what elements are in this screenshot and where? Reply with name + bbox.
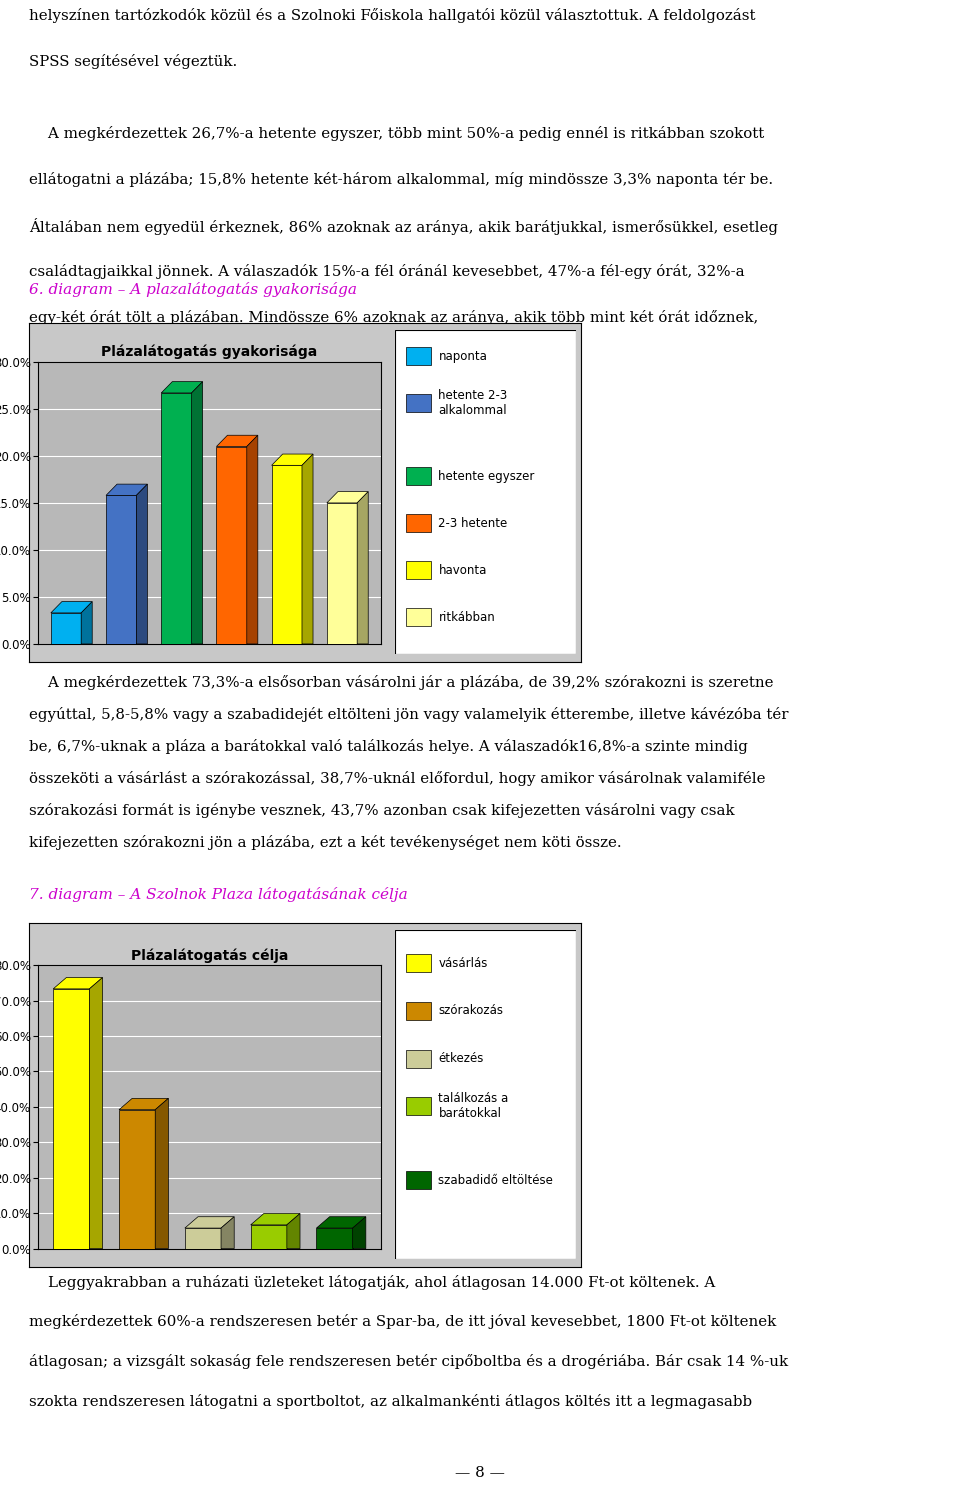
Polygon shape bbox=[106, 484, 148, 496]
Polygon shape bbox=[352, 1217, 366, 1249]
FancyBboxPatch shape bbox=[406, 561, 431, 579]
Polygon shape bbox=[247, 436, 258, 644]
Text: 7. diagram – A Szolnok Plaza látogatásának célja: 7. diagram – A Szolnok Plaza látogatásán… bbox=[29, 887, 408, 902]
Text: étkezés: étkezés bbox=[439, 1053, 484, 1065]
Text: szórakozási formát is igénybe vesznek, 43,7% azonban csak kifejezetten vásárolni: szórakozási formát is igénybe vesznek, 4… bbox=[29, 802, 734, 817]
Polygon shape bbox=[119, 1098, 168, 1110]
Text: hetente 2-3
alkalommal: hetente 2-3 alkalommal bbox=[439, 389, 508, 418]
Bar bbox=[317, 1228, 352, 1249]
Text: találkozás a
barátokkal: találkozás a barátokkal bbox=[439, 1092, 509, 1120]
Text: 6. diagram – A plazalátogatás gyakorisága: 6. diagram – A plazalátogatás gyakoriság… bbox=[29, 282, 357, 297]
Text: SPSS segítésével végeztük.: SPSS segítésével végeztük. bbox=[29, 54, 237, 69]
Text: A megkérdezettek 26,7%-a hetente egyszer, több mint 50%-a pedig ennél is ritkább: A megkérdezettek 26,7%-a hetente egyszer… bbox=[29, 125, 764, 140]
Text: szabadidő eltöltése: szabadidő eltöltése bbox=[439, 1173, 553, 1187]
Bar bbox=[326, 504, 357, 644]
Bar bbox=[53, 989, 89, 1249]
Polygon shape bbox=[251, 1214, 300, 1224]
Text: hetente egyszer: hetente egyszer bbox=[439, 469, 535, 483]
Text: átlagosan; a vizsgált sokaság fele rendszeresen betér cipőboltba és a drogériába: átlagosan; a vizsgált sokaság fele rends… bbox=[29, 1354, 788, 1369]
FancyBboxPatch shape bbox=[406, 1001, 431, 1019]
Polygon shape bbox=[317, 1217, 366, 1228]
Polygon shape bbox=[192, 382, 203, 644]
Text: Leggyakrabban a ruházati üzleteket látogatják, ahol átlagosan 14.000 Ft-ot költe: Leggyakrabban a ruházati üzleteket látog… bbox=[29, 1274, 715, 1289]
Text: be, 6,7%-uknak a pláza a barátokkal való találkozás helye. A válaszadók16,8%-a s: be, 6,7%-uknak a pláza a barátokkal való… bbox=[29, 739, 748, 754]
Text: vásárlás: vásárlás bbox=[439, 956, 488, 970]
Text: ennek többek közt az is oka, hogy ők általában csak a moziba térnek be.: ennek többek közt az is oka, hogy ők ált… bbox=[29, 356, 580, 371]
Bar bbox=[216, 446, 247, 644]
Bar bbox=[161, 394, 192, 644]
Polygon shape bbox=[287, 1214, 300, 1249]
Bar bbox=[185, 1228, 221, 1249]
Title: Plázalátogatás célja: Plázalátogatás célja bbox=[131, 949, 288, 962]
Text: egy-két órát tölt a plázában. Mindössze 6% azoknak az aránya, akik több mint két: egy-két órát tölt a plázában. Mindössze … bbox=[29, 311, 758, 326]
Polygon shape bbox=[272, 454, 313, 466]
Bar bbox=[119, 1110, 156, 1249]
Text: havonta: havonta bbox=[439, 564, 487, 576]
FancyBboxPatch shape bbox=[406, 1172, 431, 1190]
FancyBboxPatch shape bbox=[406, 955, 431, 973]
FancyBboxPatch shape bbox=[396, 330, 576, 654]
Polygon shape bbox=[216, 436, 258, 446]
Polygon shape bbox=[326, 492, 369, 504]
Polygon shape bbox=[357, 492, 369, 644]
FancyBboxPatch shape bbox=[406, 394, 431, 412]
FancyBboxPatch shape bbox=[406, 608, 431, 626]
Text: családtagjaikkal jönnek. A válaszadók 15%-a fél óránál kevesebbet, 47%-a fél-egy: családtagjaikkal jönnek. A válaszadók 15… bbox=[29, 264, 744, 279]
Text: A megkérdezettek 73,3%-a elsősorban vásárolni jár a plázába, de 39,2% szórakozni: A megkérdezettek 73,3%-a elsősorban vásá… bbox=[29, 676, 774, 691]
Text: ritkábban: ritkábban bbox=[439, 611, 495, 624]
Text: Általában nem egyedül érkeznek, 86% azoknak az aránya, akik barátjukkal, ismerős: Általában nem egyedül érkeznek, 86% azok… bbox=[29, 219, 778, 235]
Bar bbox=[106, 496, 136, 644]
FancyBboxPatch shape bbox=[406, 1098, 431, 1116]
FancyBboxPatch shape bbox=[406, 347, 431, 365]
Polygon shape bbox=[89, 977, 103, 1249]
Polygon shape bbox=[82, 602, 92, 644]
Bar bbox=[251, 1224, 287, 1249]
Polygon shape bbox=[302, 454, 313, 644]
FancyBboxPatch shape bbox=[406, 1050, 431, 1068]
Polygon shape bbox=[221, 1217, 234, 1249]
Text: összeköti a vásárlást a szórakozással, 38,7%-uknál előfordul, hogy amikor vásáro: összeköti a vásárlást a szórakozással, 3… bbox=[29, 771, 765, 786]
Text: szokta rendszeresen látogatni a sportboltot, az alkalmankénti átlagos költés itt: szokta rendszeresen látogatni a sportbol… bbox=[29, 1393, 752, 1408]
Text: naponta: naponta bbox=[439, 350, 488, 363]
Polygon shape bbox=[53, 977, 103, 989]
Polygon shape bbox=[185, 1217, 234, 1228]
Text: ellátogatni a plázába; 15,8% hetente két-három alkalommal, míg mindössze 3,3% na: ellátogatni a plázába; 15,8% hetente két… bbox=[29, 172, 773, 187]
Text: — 8 —: — 8 — bbox=[455, 1466, 505, 1481]
Text: 2-3 hetente: 2-3 hetente bbox=[439, 517, 508, 529]
Bar bbox=[272, 466, 302, 644]
FancyBboxPatch shape bbox=[406, 514, 431, 532]
Text: kifejezetten szórakozni jön a plázába, ezt a két tevékenységet nem köti össze.: kifejezetten szórakozni jön a plázába, e… bbox=[29, 835, 621, 849]
FancyBboxPatch shape bbox=[396, 930, 576, 1259]
FancyBboxPatch shape bbox=[406, 467, 431, 486]
Text: helyszínen tartózkodók közül és a Szolnoki Főiskola hallgatói közül választottuk: helyszínen tartózkodók közül és a Szolno… bbox=[29, 8, 756, 23]
Text: egyúttal, 5,8-5,8% vagy a szabadidejét eltölteni jön vagy valamelyik étterembe, : egyúttal, 5,8-5,8% vagy a szabadidejét e… bbox=[29, 707, 788, 722]
Polygon shape bbox=[51, 602, 92, 612]
Polygon shape bbox=[156, 1098, 168, 1249]
Polygon shape bbox=[161, 382, 203, 394]
Bar bbox=[51, 612, 82, 644]
Polygon shape bbox=[136, 484, 148, 644]
Title: Plázalátogatás gyakorisága: Plázalátogatás gyakorisága bbox=[102, 345, 318, 359]
Text: szórakozás: szórakozás bbox=[439, 1004, 503, 1018]
Text: megkérdezettek 60%-a rendszeresen betér a Spar-ba, de itt jóval kevesebbet, 1800: megkérdezettek 60%-a rendszeresen betér … bbox=[29, 1315, 776, 1330]
